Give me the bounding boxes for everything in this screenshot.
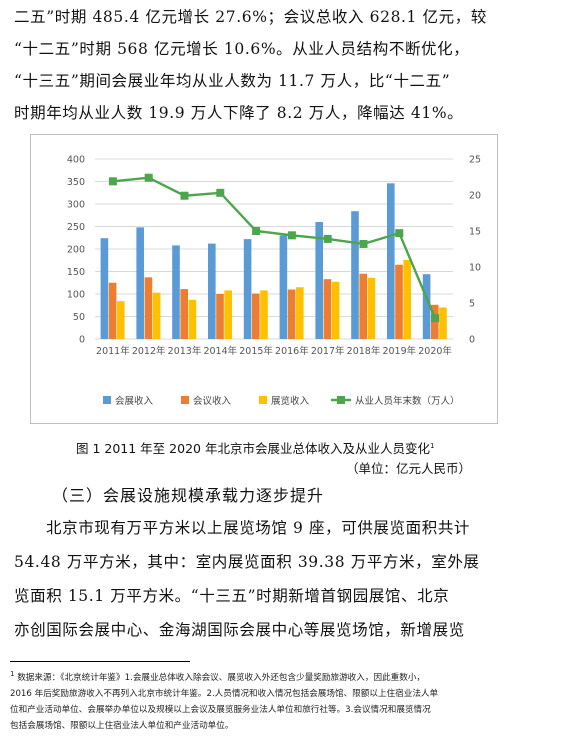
legend-label: 从业人员年末数（万人） — [355, 395, 460, 407]
x-axis-tick-label: 2012年 — [132, 345, 166, 357]
right-axis-tick-label: 15 — [469, 227, 481, 238]
left-axis-tick-label: 200 — [67, 245, 85, 256]
line-marker — [323, 234, 332, 243]
bar-2 — [180, 289, 188, 339]
body-paragraph: 北京市现有万平方米以上展览场馆 9 座，可供展览面积共计 54.48 万平方米，… — [14, 506, 570, 656]
x-axis-tick-label: 2016年 — [275, 345, 309, 357]
bar-1 — [172, 245, 180, 339]
line-marker — [287, 231, 296, 240]
bar-2 — [252, 293, 260, 339]
bar-1 — [387, 183, 395, 339]
x-axis-tick-label: 2014年 — [203, 345, 237, 357]
bar-3 — [260, 290, 268, 339]
line-marker — [144, 173, 153, 182]
line-marker — [359, 239, 368, 248]
bar-3 — [439, 307, 447, 339]
bar-2 — [323, 279, 332, 339]
bar-2 — [144, 277, 153, 339]
x-axis-tick-label: 2018年 — [347, 345, 381, 357]
footnote: 1 数据来源：《北京统计年鉴》1.会展业总体收入除会议、展览收入外还包含少量奖励… — [10, 666, 570, 734]
left-axis-tick-label: 400 — [67, 155, 85, 166]
text-line: 时期年均从业人数 19.9 万人下降了 8.2 万人，降幅达 41%。 — [14, 104, 464, 122]
top-paragraph: 二五”时期 485.4 亿元增长 27.6%；会议总收入 628.1 亿元，较 … — [14, 0, 570, 130]
line-marker — [180, 191, 189, 200]
legend-swatch — [103, 396, 111, 404]
bar-3 — [296, 287, 304, 339]
x-axis-tick-label: 2019年 — [382, 345, 416, 357]
bar-2 — [287, 289, 296, 339]
line-marker — [395, 229, 404, 238]
left-axis-tick-label: 50 — [73, 312, 85, 323]
section-heading: （三）会展设施规模承载力逐步提升 — [52, 486, 325, 505]
bar-1 — [136, 227, 144, 339]
text-line: 亦创国际会展中心、金海湖国际会展中心等展览场馆，新增展览 — [14, 621, 465, 639]
footnote-line: 2016 年后奖励旅游收入不再列入北京市统计年鉴。2.人员情况和收入情况包括会展… — [10, 688, 439, 699]
bar-3 — [117, 301, 125, 339]
legend-label: 会议收入 — [193, 395, 232, 407]
x-axis-tick-label: 2015年 — [239, 345, 273, 357]
bar-2 — [395, 264, 403, 339]
text-line: 二五”时期 485.4 亿元增长 27.6%；会议总收入 628.1 亿元，较 — [14, 8, 487, 26]
right-axis-tick-label: 5 — [469, 299, 475, 310]
x-axis-tick-label: 2017年 — [311, 345, 345, 357]
text-line: “十二五”时期 568 亿元增长 10.6%。从业人员结构不断优化， — [14, 40, 470, 58]
right-axis-tick-label: 0 — [469, 335, 475, 346]
legend-swatch — [259, 396, 267, 404]
right-axis-tick-label: 20 — [469, 191, 481, 202]
left-axis-tick-label: 100 — [67, 290, 85, 301]
footnote-line: 位和产业活动单位、会展举办单位以及规模以上会议及展览服务业法人单位和旅行社等。3… — [10, 704, 431, 715]
bar-3 — [188, 299, 197, 339]
left-axis-tick-label: 300 — [67, 200, 85, 211]
legend-swatch-marker — [337, 396, 345, 404]
left-axis-tick-label: 250 — [67, 222, 85, 233]
bar-3 — [331, 281, 340, 339]
text-line: 北京市现有万平方米以上展览场馆 9 座，可供展览面积共计 — [46, 519, 471, 537]
bar-1 — [100, 238, 109, 339]
right-axis-tick-label: 10 — [469, 263, 481, 274]
bar-3 — [367, 277, 376, 339]
bar-1 — [243, 239, 252, 339]
line-marker — [252, 227, 261, 235]
line-marker — [216, 188, 225, 197]
x-axis-tick-label: 2013年 — [168, 345, 202, 357]
bar-1 — [208, 243, 216, 339]
figure-unit: （单位：亿元人民币） — [346, 461, 472, 476]
bar-1 — [279, 235, 288, 339]
bar-3 — [403, 259, 411, 339]
figure-caption-title: 图 1 2011 年至 2020 年北京市会展业总体收入及从业人员变化 — [76, 441, 430, 456]
bar-2 — [216, 294, 224, 339]
series-line — [112, 176, 437, 319]
bar-3 — [224, 290, 232, 339]
text-line: “十三五”期间会展业年均从业人数为 11.7 万人，比“十二五” — [14, 72, 451, 90]
footnote-ref: 1 — [429, 441, 435, 450]
line-marker — [431, 314, 440, 323]
left-axis-tick-label: 150 — [67, 267, 85, 278]
bar-3 — [152, 292, 161, 339]
left-axis-tick-label: 350 — [67, 177, 85, 188]
bar-2 — [359, 273, 367, 339]
footnote-marker: 1 — [10, 670, 15, 678]
figure-caption: 图 1 2011 年至 2020 年北京市会展业总体收入及从业人员变化1 — [76, 438, 434, 457]
bar-1 — [315, 222, 323, 339]
bar-1 — [351, 211, 359, 339]
bar-1 — [422, 274, 431, 339]
footnote-line: 包括会展场馆、限额以上住宿业法人单位和产业活动单位。 — [10, 720, 234, 731]
footnote-rule — [10, 661, 190, 662]
x-axis-tick-label: 2011年 — [96, 345, 130, 357]
legend-swatch — [181, 396, 189, 404]
bar-2 — [108, 282, 117, 339]
right-axis-tick-label: 25 — [469, 155, 481, 166]
legend-label: 会展收入 — [115, 395, 154, 407]
footnote-line: 1 数据来源：《北京统计年鉴》1.会展业总体收入除会议、展览收入外还包含少量奖励… — [10, 670, 426, 683]
chart-figure: 0 50 100 150 200 250 300 350 400 0 5 10 15 20 25 2011年 2… — [30, 134, 498, 424]
legend-label: 展览收入 — [271, 395, 310, 407]
left-axis-tick-label: 0 — [79, 335, 85, 346]
text-line: 览面积 15.1 万平方米。“十三五”时期新增首钢园展馆、北京 — [14, 587, 450, 605]
line-marker — [108, 177, 117, 186]
text-line: 54.48 万平方米，其中：室内展览面积 39.38 万平方米，室外展 — [14, 553, 480, 571]
x-axis-tick-label: 2020年 — [418, 345, 452, 357]
